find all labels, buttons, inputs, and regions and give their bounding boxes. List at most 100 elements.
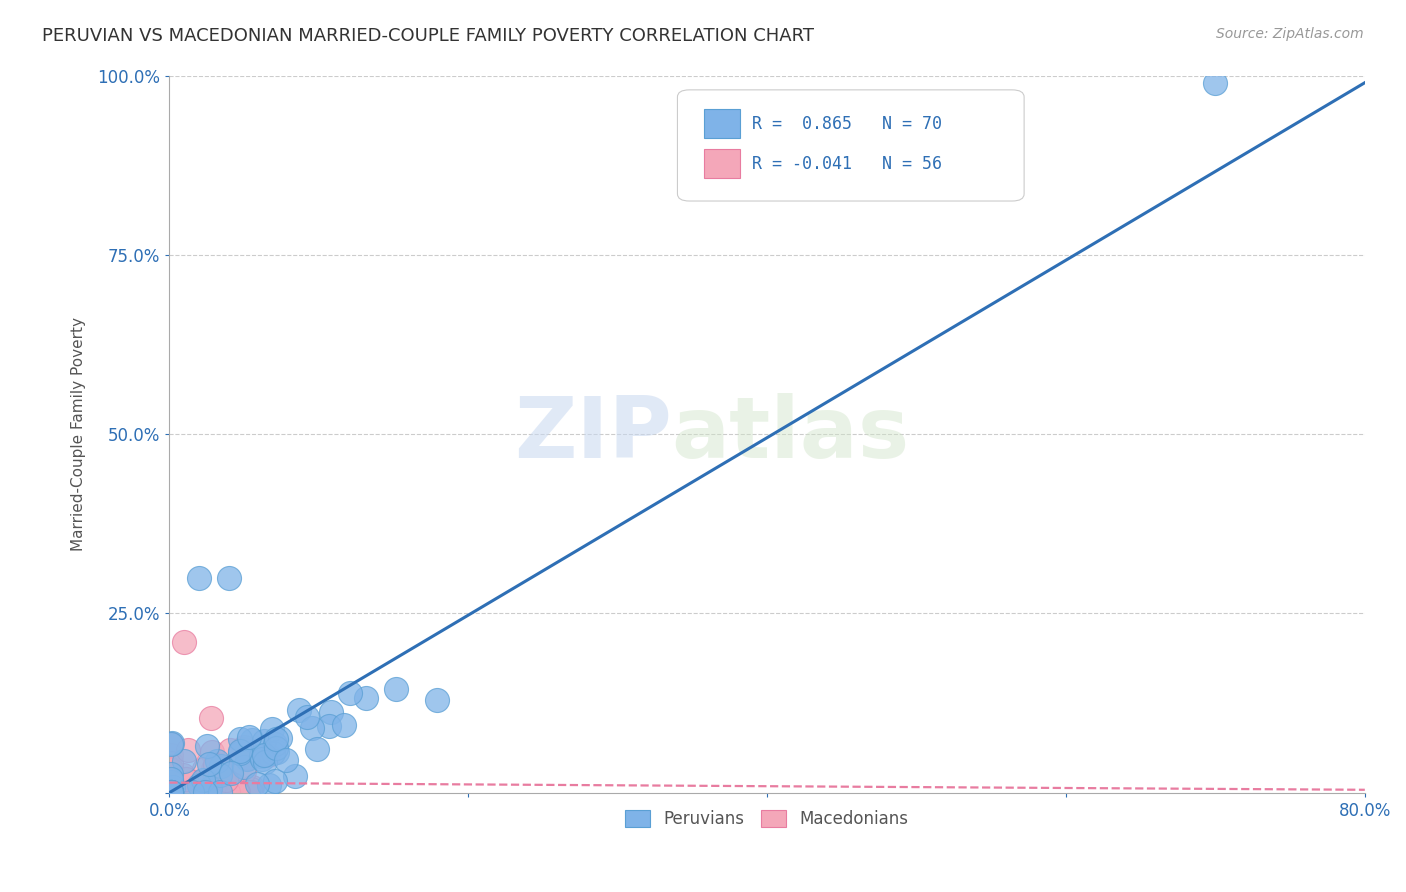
- Point: [240, 780, 263, 794]
- Point: [160, 774, 183, 789]
- Point: [200, 780, 222, 795]
- Point: [319, 706, 342, 720]
- Point: [204, 785, 226, 799]
- Point: [162, 780, 184, 794]
- Point: [301, 722, 323, 736]
- Point: [204, 757, 226, 772]
- Point: [160, 772, 183, 786]
- Point: [339, 686, 361, 700]
- Point: [426, 692, 449, 706]
- Point: [160, 785, 183, 799]
- Point: [295, 710, 318, 724]
- Point: [160, 785, 183, 799]
- Point: [229, 746, 252, 760]
- Point: [318, 719, 340, 733]
- FancyBboxPatch shape: [704, 149, 740, 178]
- Point: [160, 785, 183, 799]
- Point: [173, 754, 195, 768]
- Point: [160, 785, 183, 799]
- Point: [160, 785, 183, 799]
- Point: [239, 785, 262, 799]
- Point: [250, 752, 273, 766]
- Point: [246, 777, 269, 791]
- Point: [229, 731, 252, 746]
- Point: [307, 741, 329, 756]
- Point: [193, 762, 215, 776]
- Point: [160, 785, 183, 799]
- Point: [160, 785, 183, 799]
- Point: [1204, 76, 1226, 90]
- Legend: Peruvians, Macedonians: Peruvians, Macedonians: [619, 803, 915, 835]
- Point: [198, 757, 221, 772]
- Point: [160, 737, 183, 751]
- Point: [188, 779, 211, 793]
- Point: [188, 570, 211, 584]
- Point: [228, 744, 250, 758]
- Point: [160, 785, 183, 799]
- FancyBboxPatch shape: [678, 90, 1024, 201]
- Point: [191, 772, 214, 787]
- Point: [180, 785, 202, 799]
- Point: [160, 748, 183, 763]
- Point: [160, 785, 183, 799]
- Point: [160, 763, 183, 777]
- Text: Source: ZipAtlas.com: Source: ZipAtlas.com: [1216, 27, 1364, 41]
- Point: [177, 743, 200, 757]
- Point: [253, 733, 276, 747]
- Point: [232, 742, 254, 756]
- Point: [160, 785, 183, 799]
- Point: [160, 737, 183, 751]
- Point: [160, 785, 183, 799]
- Point: [195, 739, 218, 754]
- Point: [264, 741, 287, 756]
- Point: [160, 784, 183, 798]
- Point: [214, 773, 236, 788]
- Point: [221, 777, 243, 791]
- Point: [160, 785, 183, 799]
- Text: PERUVIAN VS MACEDONIAN MARRIED-COUPLE FAMILY POVERTY CORRELATION CHART: PERUVIAN VS MACEDONIAN MARRIED-COUPLE FA…: [42, 27, 814, 45]
- Point: [209, 785, 232, 799]
- Point: [200, 711, 222, 725]
- FancyBboxPatch shape: [704, 109, 740, 138]
- Point: [217, 785, 239, 799]
- Point: [238, 730, 260, 744]
- Point: [214, 773, 236, 788]
- Point: [259, 778, 281, 792]
- Point: [205, 754, 228, 768]
- Point: [160, 785, 183, 799]
- Point: [219, 765, 242, 780]
- Point: [269, 731, 291, 745]
- Point: [260, 722, 283, 736]
- Y-axis label: Married-Couple Family Poverty: Married-Couple Family Poverty: [72, 317, 86, 551]
- Point: [173, 785, 195, 799]
- Point: [160, 785, 183, 799]
- Point: [172, 768, 194, 782]
- Point: [332, 718, 354, 732]
- Point: [194, 784, 217, 798]
- Point: [160, 785, 183, 799]
- Point: [207, 785, 229, 799]
- Point: [264, 773, 287, 788]
- Text: atlas: atlas: [672, 392, 910, 475]
- Point: [193, 785, 215, 799]
- Point: [160, 767, 183, 781]
- Point: [233, 739, 256, 754]
- Point: [208, 757, 231, 772]
- Point: [160, 775, 183, 789]
- Point: [356, 691, 378, 706]
- Point: [172, 785, 194, 799]
- Point: [201, 745, 224, 759]
- Point: [236, 785, 259, 799]
- Point: [249, 749, 271, 764]
- Point: [197, 785, 219, 799]
- Point: [173, 635, 195, 649]
- Point: [209, 758, 232, 772]
- Point: [266, 745, 288, 759]
- Point: [198, 785, 221, 799]
- Point: [226, 785, 249, 799]
- Point: [233, 764, 256, 779]
- Point: [160, 785, 183, 799]
- Text: ZIP: ZIP: [513, 392, 672, 475]
- Point: [287, 703, 309, 717]
- Point: [240, 781, 263, 796]
